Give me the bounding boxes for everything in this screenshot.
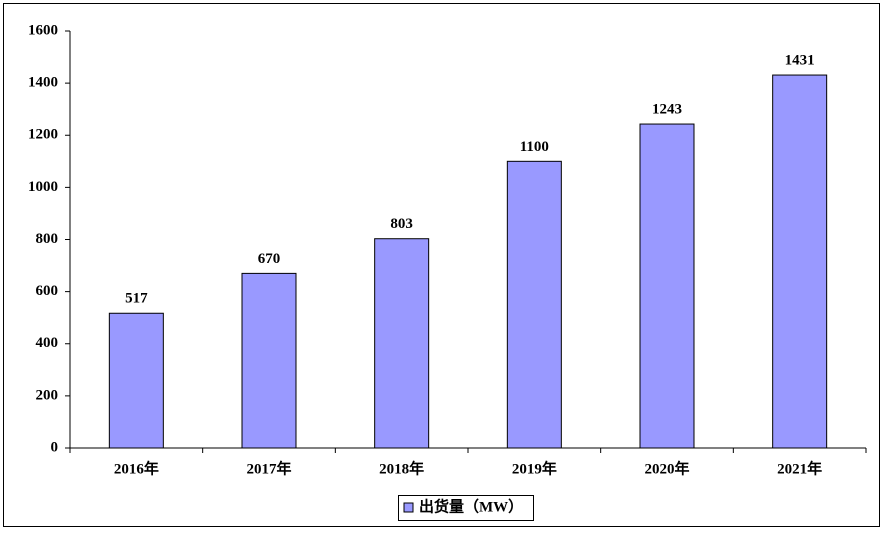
bar xyxy=(241,272,297,449)
y-tick-label: 1200 xyxy=(28,127,58,143)
y-tick-label: 1600 xyxy=(28,22,58,38)
data-label: 1431 xyxy=(785,52,815,68)
data-label: 517 xyxy=(125,291,148,307)
bar xyxy=(639,123,695,449)
y-tick-label: 800 xyxy=(36,231,59,247)
bar xyxy=(374,238,430,449)
x-tick-label: 2021年 xyxy=(777,459,822,477)
x-tick-label: 2019年 xyxy=(512,459,557,477)
y-tick-label: 200 xyxy=(36,387,59,403)
x-tick-label: 2020年 xyxy=(644,459,689,477)
x-tick-label: 2018年 xyxy=(379,459,424,477)
legend-marker xyxy=(403,502,414,513)
y-tick-label: 0 xyxy=(51,439,59,455)
y-tick-label: 600 xyxy=(36,283,59,299)
data-label: 670 xyxy=(258,251,281,267)
legend-box xyxy=(398,495,534,521)
y-tick-label: 1400 xyxy=(28,75,58,91)
y-tick-label: 1000 xyxy=(28,179,58,195)
y-tick-label: 400 xyxy=(36,335,59,351)
data-label: 1100 xyxy=(520,139,549,155)
bar xyxy=(108,312,164,449)
legend-label: 出货量（MW） xyxy=(419,497,523,515)
data-label: 1243 xyxy=(652,101,682,117)
data-label: 803 xyxy=(390,216,413,232)
x-tick-label: 2017年 xyxy=(246,459,291,477)
bar xyxy=(506,160,562,449)
x-tick-label: 2016年 xyxy=(114,459,159,477)
bar xyxy=(772,74,828,449)
